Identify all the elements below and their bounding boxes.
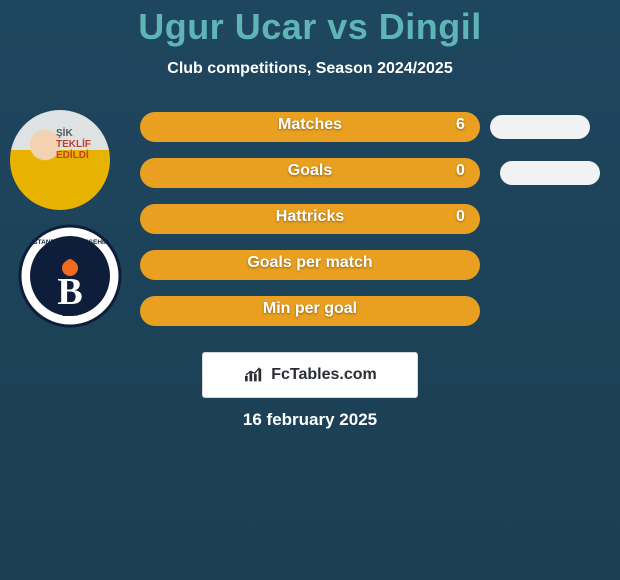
stat-label: Min per goal bbox=[263, 300, 357, 318]
stat-value-left: 6 bbox=[456, 116, 465, 134]
attribution-text: FcTables.com bbox=[271, 366, 377, 384]
stat-value-left: 0 bbox=[456, 162, 465, 180]
stat-row-goals-per-match: Goals per match bbox=[0, 242, 620, 288]
page-title: Ugur Ucar vs Dingil bbox=[0, 0, 620, 48]
stat-bar-right bbox=[500, 161, 600, 185]
stat-bar-right bbox=[490, 115, 590, 139]
snapshot-date: 16 february 2025 bbox=[243, 410, 377, 430]
stat-row-hattricks: Hattricks 0 bbox=[0, 196, 620, 242]
stat-row-matches: Matches 6 bbox=[0, 104, 620, 150]
stat-label: Hattricks bbox=[276, 208, 344, 226]
stat-value-left: 0 bbox=[456, 208, 465, 226]
page-subtitle: Club competitions, Season 2024/2025 bbox=[0, 60, 620, 78]
attribution-box: FcTables.com bbox=[202, 352, 418, 398]
stats-block: Matches 6 Goals 0 Hattricks 0 Goals per … bbox=[0, 104, 620, 334]
stat-label: Goals bbox=[288, 162, 332, 180]
bar-chart-icon bbox=[243, 366, 265, 384]
stat-label: Goals per match bbox=[247, 254, 372, 272]
comparison-infographic: Ugur Ucar vs Dingil Club competitions, S… bbox=[0, 0, 620, 580]
stat-row-min-per-goal: Min per goal bbox=[0, 288, 620, 334]
stat-label: Matches bbox=[278, 116, 342, 134]
stat-row-goals: Goals 0 bbox=[0, 150, 620, 196]
